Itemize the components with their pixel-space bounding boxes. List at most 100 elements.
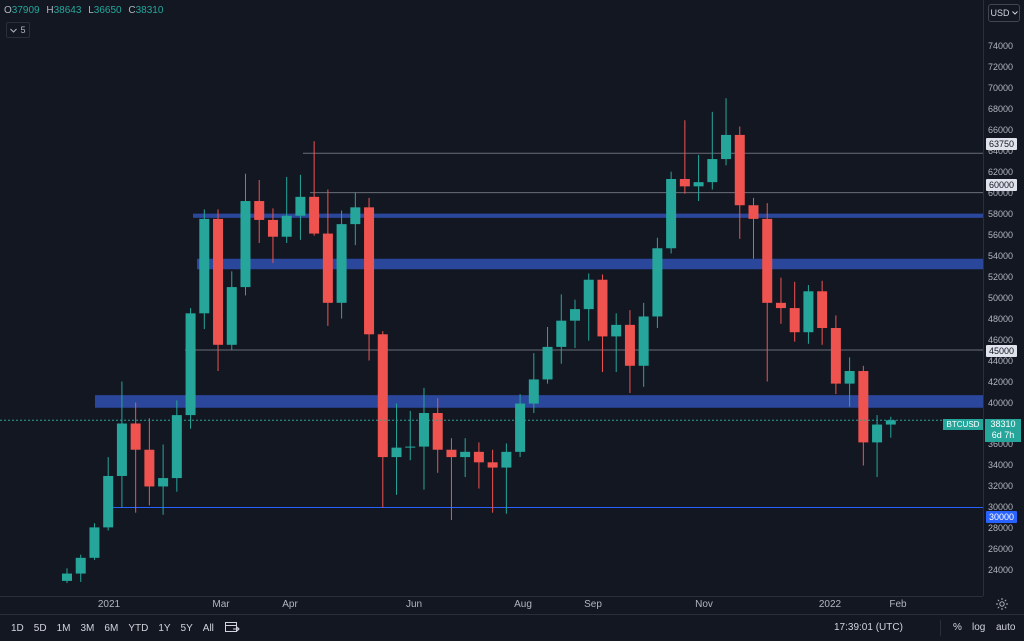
candle[interactable] [226,271,237,351]
candle[interactable] [336,210,347,319]
candle[interactable] [295,174,306,240]
candle-body [199,218,210,314]
timeframe-1y[interactable]: 1Y [158,622,171,634]
time-tick: Jun [405,599,423,610]
candle[interactable] [872,415,883,478]
candle[interactable] [144,418,155,506]
current-price-box: 38310 6d 7h [985,419,1021,442]
candle[interactable] [803,284,814,344]
symbol-price-tag: BTCUSD [943,419,983,430]
candle[interactable] [240,173,251,296]
candle[interactable] [666,171,677,254]
price-tick: 50000 [988,292,1014,303]
candle[interactable] [185,308,196,429]
candle[interactable] [638,302,649,387]
candle[interactable] [885,416,896,438]
candle[interactable] [103,457,114,531]
candle[interactable] [830,315,841,395]
candle[interactable] [446,438,457,521]
candle[interactable] [762,203,773,382]
percent-scale-toggle[interactable]: % [953,622,962,633]
candle[interactable] [350,192,361,246]
candle[interactable] [460,438,471,478]
candle[interactable] [515,394,526,458]
candle[interactable] [473,442,484,489]
indicators-toggle-button[interactable]: 5 [6,22,30,38]
candle-body [116,423,127,476]
candle[interactable] [116,381,127,508]
support-resistance-zone[interactable] [197,258,983,270]
candle[interactable] [693,154,704,202]
support-resistance-zone[interactable] [95,395,983,408]
candle[interactable] [556,294,567,364]
candle-body [460,451,471,458]
candle[interactable] [652,237,663,329]
gear-icon[interactable] [995,597,1009,611]
candle[interactable] [322,189,333,326]
low-value: 36650 [93,5,122,16]
candle[interactable] [254,180,265,244]
candle[interactable] [130,402,141,513]
timeframe-1d[interactable]: 1D [11,622,24,634]
candle[interactable] [528,353,539,414]
candle[interactable] [624,310,635,394]
candle-body [295,196,306,216]
candle[interactable] [281,176,292,244]
candle[interactable] [597,274,608,373]
candle[interactable] [171,400,182,492]
candle[interactable] [748,197,759,259]
candle[interactable] [721,98,732,166]
candle[interactable] [377,331,388,508]
timeframe-6m[interactable]: 6M [104,622,119,634]
currency-selector[interactable]: USD [988,4,1020,22]
candle[interactable] [707,111,718,190]
candle[interactable] [405,410,416,461]
candle[interactable] [267,208,278,263]
time-axis[interactable]: 2021 Mar Apr Jun Aug Sep Nov 2022 Feb [0,596,983,615]
candle[interactable] [570,299,581,348]
chart-pane[interactable]: O37909 H38643 L36650 C38310 5 BTCUSD [0,0,983,596]
log-scale-toggle[interactable]: log [972,622,986,633]
candle[interactable] [309,141,320,236]
candle[interactable] [775,277,786,324]
candle[interactable] [62,568,72,583]
candle[interactable] [679,120,690,194]
candle[interactable] [734,126,745,239]
candle[interactable] [158,444,169,515]
timeframe-1m[interactable]: 1M [56,622,71,634]
candle[interactable] [213,209,224,372]
bottom-toolbar: 1D 5D 1M 3M 6M YTD 1Y 5Y All 17:39:01 (U… [0,614,1024,641]
candle-body [611,324,622,337]
candle[interactable] [542,326,553,384]
candle[interactable] [501,443,512,514]
support-resistance-zone[interactable] [193,213,983,218]
candle[interactable] [817,280,828,345]
calendar-range-icon[interactable] [224,620,240,634]
candle[interactable] [75,554,86,582]
candle[interactable] [487,449,498,513]
auto-scale-toggle[interactable]: auto [996,622,1016,633]
candle[interactable] [611,313,622,373]
candle[interactable] [844,357,855,407]
timeframe-all[interactable]: All [202,622,214,634]
candlestick-chart[interactable] [0,0,983,596]
price-tick: 46000 [988,334,1014,345]
candle[interactable] [364,197,375,361]
timeframe-ytd[interactable]: YTD [128,622,149,634]
candle-body [322,233,333,303]
timeframe-3m[interactable]: 3M [80,622,95,634]
candle[interactable] [432,398,443,473]
candle[interactable] [89,523,100,560]
candle[interactable] [418,387,429,490]
price-axis[interactable]: 2400026000280003000032000340003600038000… [983,0,1024,596]
candle[interactable] [583,273,594,341]
candle-body [666,179,677,249]
candle[interactable] [199,209,210,330]
candle[interactable] [858,365,869,466]
timeframe-5d[interactable]: 5D [33,622,47,634]
utc-clock[interactable]: 17:39:01 (UTC) [834,622,903,633]
candle[interactable] [789,281,800,342]
price-tick: 40000 [988,397,1014,408]
candle[interactable] [391,403,402,495]
timeframe-5y[interactable]: 5Y [180,622,193,634]
